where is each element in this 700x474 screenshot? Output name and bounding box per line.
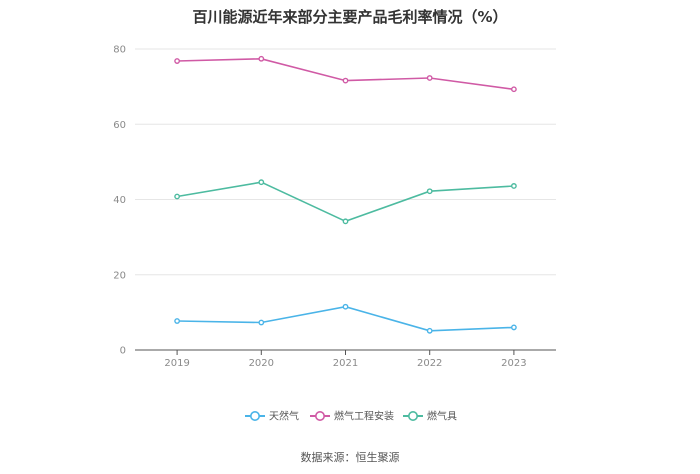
x-tick-label: 2020 (249, 358, 274, 369)
x-tick-label: 2023 (501, 358, 526, 369)
x-tick-label: 2021 (333, 358, 358, 369)
data-point[interactable] (426, 327, 433, 334)
y-tick-label: 0 (120, 346, 126, 357)
y-tick-label: 60 (113, 120, 126, 131)
data-point[interactable] (511, 183, 517, 189)
data-point[interactable] (174, 318, 181, 324)
legend-label: 燃气工程安装 (334, 410, 394, 423)
y-tick-label: 40 (113, 195, 126, 206)
series-line-0 (177, 305, 514, 332)
x-tick-label: 2022 (417, 358, 442, 369)
series-line-2 (176, 181, 514, 223)
y-tick-label: 20 (113, 270, 126, 281)
legend-label: 天然气 (269, 410, 299, 423)
x-tick-label: 2019 (164, 358, 189, 369)
legend-label: 燃气具 (427, 410, 457, 423)
data-point[interactable] (426, 188, 433, 195)
legend-marker-icon (407, 410, 418, 421)
legend-marker-icon (250, 410, 261, 421)
legend-marker-icon (314, 410, 325, 421)
data-point[interactable] (426, 75, 433, 81)
data-point[interactable] (342, 218, 349, 225)
data-point[interactable] (174, 193, 181, 200)
legend-item-0[interactable]: 天然气 (245, 410, 299, 423)
grid-lines (135, 48, 556, 276)
data-point[interactable] (342, 303, 349, 310)
series-line-1 (177, 57, 515, 91)
data-point[interactable] (342, 77, 349, 84)
source-note: 数据来源：恒生聚源 (300, 451, 400, 464)
data-point[interactable] (258, 179, 265, 186)
data-point[interactable] (511, 86, 517, 93)
data-point[interactable] (258, 319, 265, 326)
data-point[interactable] (258, 55, 265, 62)
legend[interactable]: 天然气 燃气工程安装 燃气具 (245, 410, 457, 423)
legend-item-1[interactable]: 燃气工程安装 (310, 410, 394, 423)
series-lines (174, 55, 517, 334)
legend-item-2[interactable]: 燃气具 (403, 410, 457, 423)
y-tick-label: 80 (113, 45, 126, 56)
data-point[interactable] (511, 324, 517, 331)
axes: 0 20 40 60 80 2019 2020 2021 2022 2023 (113, 45, 556, 369)
chart-title: 百川能源近年来部分主要产品毛利率情况（%） (192, 8, 508, 26)
data-point[interactable] (174, 58, 181, 64)
